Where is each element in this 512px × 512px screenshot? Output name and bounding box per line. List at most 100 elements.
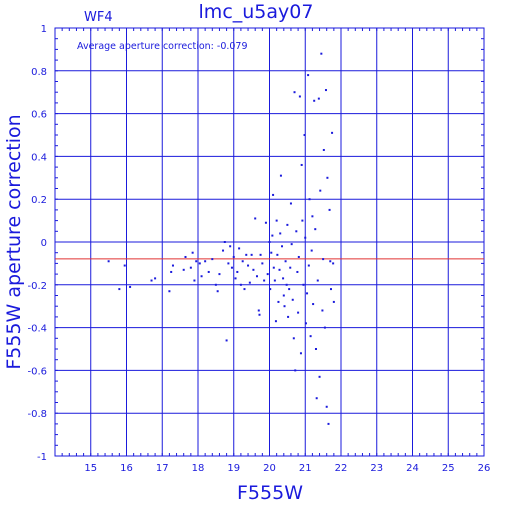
x-tick-label: 19: [227, 463, 240, 474]
data-point: [259, 253, 262, 256]
data-point: [118, 288, 121, 291]
data-point: [170, 270, 173, 273]
data-point: [299, 352, 302, 355]
data-point: [223, 241, 226, 243]
data-point: [298, 95, 301, 98]
y-tick-label: -0.4: [27, 324, 47, 335]
data-point: [316, 279, 319, 282]
data-point: [325, 405, 328, 408]
data-point: [290, 243, 293, 246]
data-point: [272, 193, 275, 196]
data-point: [332, 300, 335, 303]
x-tick-label: 17: [156, 463, 169, 474]
data-point: [297, 311, 300, 314]
data-point: [282, 277, 285, 280]
data-point: [276, 253, 279, 256]
data-point: [277, 300, 280, 303]
data-point: [207, 270, 210, 273]
data-point: [268, 241, 271, 243]
data-point: [238, 247, 241, 250]
data-point: [283, 305, 286, 308]
data-point: [241, 260, 244, 263]
data-point: [314, 348, 317, 350]
data-point: [322, 148, 325, 151]
data-point: [304, 236, 307, 239]
data-point: [301, 219, 304, 222]
data-point: [191, 251, 194, 254]
x-tick-label: 24: [406, 463, 419, 474]
data-point: [252, 268, 255, 271]
data-point: [291, 298, 294, 301]
y-tick-label: -0.2: [27, 281, 47, 292]
data-point: [304, 322, 307, 325]
data-point: [211, 258, 214, 261]
data-point: [332, 262, 335, 265]
y-tick-label: 1: [41, 24, 47, 35]
data-point: [318, 375, 321, 378]
data-point: [287, 315, 290, 318]
data-point: [274, 320, 277, 323]
data-point: [331, 131, 334, 134]
data-point: [123, 264, 126, 267]
x-tick-label: 15: [84, 463, 97, 474]
panel-label: WF4: [84, 10, 113, 25]
data-point: [258, 313, 261, 316]
data-point: [236, 270, 239, 273]
data-point: [303, 134, 306, 136]
data-point: [297, 255, 300, 258]
data-point: [311, 215, 314, 218]
data-point: [264, 221, 267, 224]
data-point: [154, 277, 157, 280]
data-point: [286, 223, 289, 226]
data-point: [189, 266, 192, 269]
y-tick-label: 0: [41, 238, 47, 249]
data-point: [216, 290, 219, 293]
x-tick-label: 23: [370, 463, 383, 474]
data-point: [324, 89, 327, 92]
x-tick-label: 20: [263, 463, 276, 474]
data-point: [266, 273, 269, 276]
data-point: [320, 52, 323, 55]
data-point: [204, 260, 207, 263]
y-tick-label: 0.4: [31, 152, 47, 163]
data-point: [250, 253, 253, 256]
y-tick-label: 0.6: [31, 110, 47, 121]
data-point: [329, 288, 332, 291]
data-point: [168, 290, 171, 293]
data-point: [295, 230, 298, 233]
data-point: [328, 208, 331, 211]
y-axis-label: F555W aperture correction: [3, 114, 25, 370]
data-point: [308, 198, 311, 201]
data-point: [315, 397, 318, 400]
data-point: [313, 99, 316, 102]
data-point: [195, 260, 198, 263]
data-point: [232, 255, 235, 258]
data-point: [214, 283, 217, 286]
x-tick-label: 18: [192, 463, 205, 474]
data-point: [293, 91, 296, 94]
data-point: [282, 294, 285, 297]
data-point: [239, 283, 242, 286]
data-point: [273, 279, 276, 282]
y-tick-label: 0.2: [31, 195, 47, 206]
data-point: [314, 228, 317, 231]
data-point: [270, 251, 273, 254]
data-point: [323, 326, 326, 329]
data-point: [310, 249, 313, 252]
data-point: [184, 255, 187, 258]
data-point: [261, 262, 264, 265]
data-point: [129, 285, 132, 288]
data-point: [322, 258, 325, 261]
data-point: [307, 264, 310, 267]
data-point: [248, 281, 251, 284]
data-point: [275, 219, 278, 222]
data-point: [285, 283, 288, 286]
data-point: [218, 273, 221, 276]
data-point: [245, 253, 248, 256]
data-point: [289, 202, 292, 205]
data-point: [271, 234, 274, 237]
data-point: [327, 422, 330, 425]
x-tick-label: 22: [335, 463, 348, 474]
y-tick-label: -1: [37, 452, 47, 463]
